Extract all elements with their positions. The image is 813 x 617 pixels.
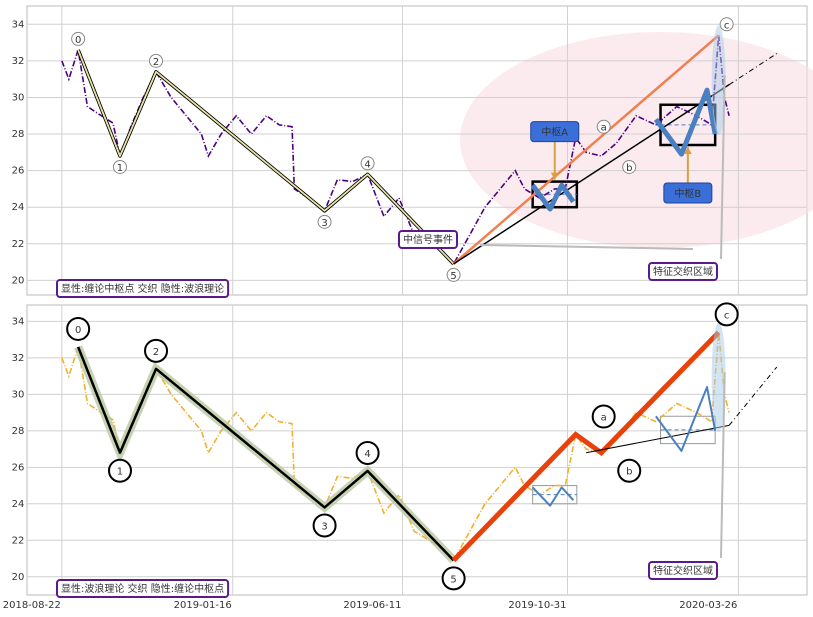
wave-point-marker [112, 159, 127, 174]
wave-point-marker [622, 159, 637, 174]
wave-point-marker [617, 458, 642, 483]
wave-point-label: c [724, 310, 730, 321]
x-tick-label: 2019-01-16 [174, 600, 232, 611]
note-arrow [720, 372, 726, 559]
y-tick-label: 24 [12, 499, 25, 510]
wave-point-label: 0 [75, 325, 81, 336]
note: 中信号事件 [403, 233, 453, 246]
trend-line [531, 486, 575, 507]
y-tick-label: 28 [12, 129, 25, 140]
y-tick-label: 32 [12, 353, 25, 364]
wave-point-label: a [601, 412, 607, 423]
y-tick-label: 30 [12, 92, 25, 103]
wave-point-marker [66, 316, 91, 341]
wave-point-marker [360, 156, 375, 171]
trend-line [453, 84, 730, 265]
note-box [648, 262, 718, 281]
wave-point-marker [107, 458, 132, 483]
note: 特征交织区域 [653, 564, 713, 577]
wave-line [77, 49, 455, 265]
wave-point-label: b [626, 163, 632, 174]
zone-arrow-head [550, 172, 559, 180]
y-tick-label: 22 [12, 239, 25, 250]
x-tick-label: 2020-03-26 [679, 600, 737, 611]
note: 特征交织区域 [653, 265, 713, 278]
wave-point-label: 5 [450, 271, 456, 282]
zone-label-box [663, 182, 713, 204]
note-box [648, 561, 718, 580]
x-tick-label: 2019-10-31 [508, 600, 566, 611]
peak-highlight [711, 25, 726, 136]
peak-highlight [711, 322, 726, 433]
wave-point-marker [149, 53, 164, 68]
wave-point-marker [441, 566, 466, 591]
wave-point-label: 3 [321, 218, 327, 229]
wave-point-marker [355, 440, 380, 465]
wave-point-label: 4 [364, 449, 370, 460]
wave-point-marker [719, 17, 734, 32]
wave-point-label: c [724, 20, 730, 31]
wave-point-marker [596, 119, 611, 134]
y-tick-label: 32 [12, 56, 25, 67]
wave-line [76, 346, 455, 562]
wave-point-label: 0 [75, 35, 81, 46]
wave-point-label: 5 [450, 574, 456, 585]
zone-label-box [530, 121, 580, 143]
y-tick-label: 24 [12, 202, 25, 213]
caption-box [56, 579, 230, 598]
x-tick-label: 2019-06-11 [343, 600, 401, 611]
impulse-line [451, 330, 721, 563]
caption: 显性:缠论中枢点 交织 隐性:波浪理论 [61, 282, 224, 295]
x-tick-label: 2018-08-22 [3, 600, 61, 611]
wave-point-label: 3 [321, 521, 327, 532]
price-line [61, 332, 730, 562]
caption-box [56, 279, 230, 298]
y-tick-label: 26 [12, 462, 25, 473]
plot-area [26, 304, 808, 596]
y-tick-label: 34 [12, 316, 25, 327]
note-arrow [720, 75, 726, 260]
y-tick-label: 22 [12, 535, 25, 546]
note-box [398, 230, 458, 249]
zone-arrow-head [683, 147, 692, 155]
wave-point-marker [446, 267, 461, 282]
trend-line [653, 87, 718, 157]
wave-point-marker [312, 513, 337, 538]
zone-label: 中枢B [674, 187, 701, 200]
zone-label: 中枢A [541, 126, 568, 139]
y-tick-label: 26 [12, 166, 25, 177]
y-tick-label: 34 [12, 19, 25, 30]
panel: 2022242628303234012345abc中枢A中枢B中信号事件特征交织… [12, 5, 813, 298]
wave-point-marker [317, 214, 332, 229]
wave-point-marker [144, 338, 169, 363]
y-tick-label: 20 [12, 572, 25, 583]
wave-point-marker [71, 31, 86, 46]
wave-point-label: 1 [117, 467, 123, 478]
price-line [61, 35, 730, 266]
wave-point-label: 1 [117, 163, 123, 174]
trend-line [728, 366, 778, 426]
trend-line [728, 53, 778, 86]
trend-line [586, 424, 730, 454]
wave-point-marker [714, 302, 739, 327]
wave-point-label: 2 [153, 347, 159, 358]
note-arrow [479, 244, 694, 250]
y-tick-label: 28 [12, 426, 25, 437]
caption: 显性:波浪理论 交织 隐性:缠论中枢点 [61, 582, 224, 595]
trend-line [452, 34, 720, 265]
wave-point-label: 4 [364, 159, 370, 170]
y-tick-label: 30 [12, 389, 25, 400]
y-tick-label: 20 [12, 275, 25, 286]
trend-line [655, 386, 717, 452]
wave-point-label: 2 [153, 57, 159, 68]
wave-point-label: b [626, 467, 632, 478]
wave-point-label: a [601, 123, 607, 134]
wave-point-marker [591, 404, 616, 429]
trend-line [530, 182, 576, 212]
